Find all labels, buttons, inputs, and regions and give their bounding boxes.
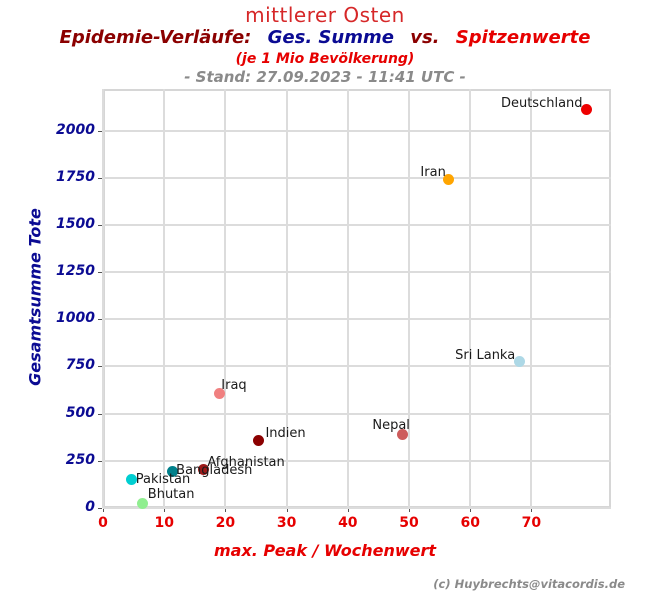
x-tick-mark <box>286 508 288 512</box>
x-tick-label: 50 <box>399 515 419 531</box>
point-label-nepal: Nepal <box>372 418 410 434</box>
y-tick-label: 750 <box>65 357 95 374</box>
credit-text: (c) Huybrechts@vitacordis.de <box>433 577 625 591</box>
point-label-bhutan: Bhutan <box>147 487 195 503</box>
x-tick-mark <box>225 508 227 512</box>
y-tick-mark <box>98 130 102 132</box>
subtitle-part-vs: vs. <box>410 27 440 48</box>
data-point-sri-lanka <box>513 356 525 368</box>
gridline-horizontal <box>103 129 611 132</box>
gridline-vertical <box>469 89 472 508</box>
y-tick-label: 2000 <box>56 121 95 138</box>
point-label-afghanistan: Afghanistan <box>207 455 285 471</box>
point-label-indien: Indien <box>265 426 306 442</box>
gridline-horizontal <box>103 459 611 462</box>
y-tick-mark <box>98 224 102 226</box>
y-tick-mark <box>98 177 102 179</box>
subtitle-part-ges-summe: Ges. Summe <box>267 27 394 48</box>
point-label-iraq: Iraq <box>221 377 247 393</box>
chart-subtitle: Epidemie-Verläufe: Ges. Summe vs. Spitze… <box>0 27 650 48</box>
gridline-vertical <box>224 89 227 508</box>
x-tick-label: 70 <box>521 515 542 531</box>
chart-title: mittlerer Osten <box>245 3 405 27</box>
gridline-horizontal <box>103 507 611 509</box>
gridline-horizontal <box>103 365 611 368</box>
y-tick-mark <box>98 413 102 415</box>
gridline-horizontal <box>103 412 611 415</box>
y-tick-mark <box>98 272 102 274</box>
data-point-deutschland <box>581 104 593 116</box>
y-tick-label: 1250 <box>56 263 95 280</box>
x-tick-label: 30 <box>276 515 297 531</box>
x-tick-label: 40 <box>338 515 358 531</box>
data-point-indien <box>252 434 264 446</box>
point-label-deutschland: Deutschland <box>500 95 583 111</box>
status-line: - Stand: 27.09.2023 - 11:41 UTC - <box>184 68 466 86</box>
data-point-bangladesh <box>166 465 178 477</box>
y-tick-label: 500 <box>65 404 95 421</box>
x-tick-mark <box>409 508 411 512</box>
data-point-iraq <box>213 388 225 400</box>
gridline-horizontal <box>103 271 611 274</box>
x-tick-mark <box>103 508 104 512</box>
x-tick-label: 10 <box>154 515 174 531</box>
data-point-afghanistan <box>197 463 209 475</box>
y-tick-mark <box>98 460 102 462</box>
gridline-vertical <box>346 89 349 508</box>
gridline-horizontal <box>103 223 611 226</box>
gridline-vertical <box>530 89 533 508</box>
x-tick-mark <box>164 508 166 512</box>
gridline-horizontal <box>103 176 611 179</box>
x-tick-label: 60 <box>460 515 480 531</box>
y-tick-label: 250 <box>65 451 95 468</box>
data-point-bhutan <box>137 497 149 509</box>
y-tick-label: 1500 <box>56 215 95 232</box>
chart-subtitle-unit: (je 1 Mio Bevölkerung) <box>235 51 415 67</box>
x-tick-label: 0 <box>98 515 108 531</box>
data-point-nepal <box>397 428 409 440</box>
y-tick-label: 1750 <box>56 168 95 185</box>
gridline-vertical <box>102 89 104 508</box>
data-point-pakistan <box>126 474 138 486</box>
x-tick-mark <box>470 508 472 512</box>
y-tick-label: 1000 <box>56 310 95 327</box>
gridline-vertical <box>408 89 411 508</box>
y-axis-label: Gesamtsumme Tote <box>25 208 45 386</box>
point-label-bangladesh: Bangladesh <box>176 463 253 479</box>
subtitle-part-spitzenwerte: Spitzenwerte <box>455 27 591 48</box>
y-tick-mark <box>98 508 102 509</box>
point-label-pakistan: Pakistan <box>135 471 191 487</box>
point-label-iran: Iran <box>420 164 446 180</box>
gridline-vertical <box>163 89 166 508</box>
point-label-sri-lanka: Sri Lanka <box>455 347 516 363</box>
x-tick-label: 20 <box>215 515 236 531</box>
x-tick-mark <box>347 508 349 512</box>
x-axis-label: max. Peak / Wochenwert <box>213 541 437 560</box>
gridline-horizontal <box>103 318 611 321</box>
subtitle-part-epidemie: Epidemie-Verläufe: <box>59 27 252 48</box>
x-tick-mark <box>531 508 533 512</box>
plot-area <box>103 89 611 508</box>
gridline-vertical <box>285 89 288 508</box>
y-tick-label: 0 <box>85 499 95 515</box>
y-tick-mark <box>98 366 102 368</box>
y-tick-mark <box>98 319 102 321</box>
data-point-iran <box>443 174 455 186</box>
